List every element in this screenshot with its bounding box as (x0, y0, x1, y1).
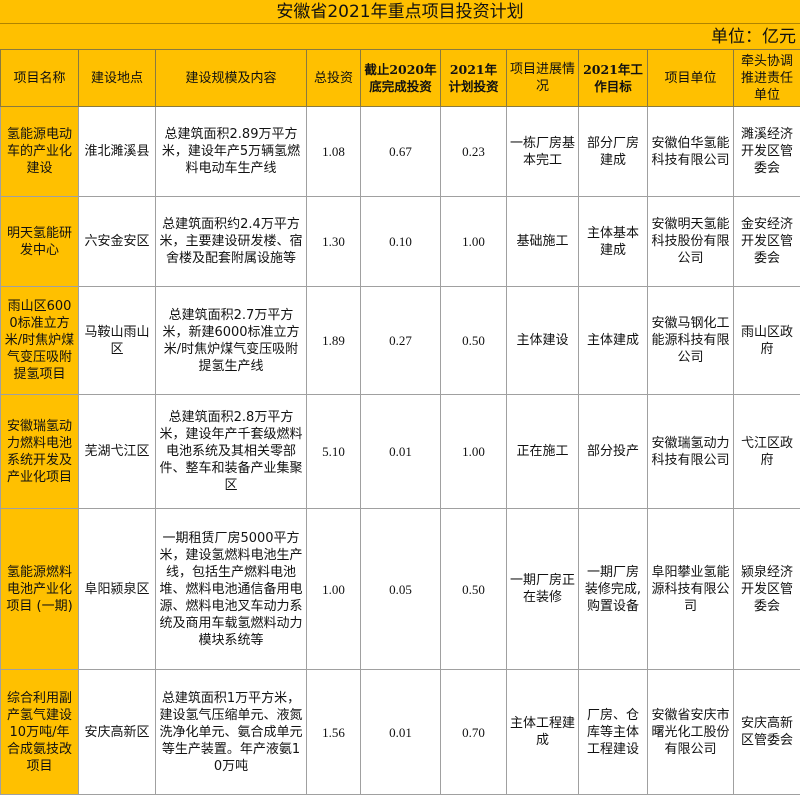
cell-goal-2021: 部分厂房建成 (579, 107, 648, 197)
table-row: 雨山区6000标准立方米/时焦炉煤气变压吸附提氢项目马鞍山雨山区总建筑面积2.7… (1, 287, 800, 395)
cell-goal-2021: 厂房、仓库等主体工程建设 (579, 670, 648, 795)
cell-company: 安徽马钢化工能源科技有限公司 (648, 287, 734, 395)
cell-company: 安徽明天氢能科技股份有限公司 (648, 197, 734, 287)
table-row: 安徽瑞氢动力燃料电池系统开发及产业化项目芜湖弋江区总建筑面积2.8万平方米，建设… (1, 395, 800, 509)
header-project-name: 项目名称 (1, 50, 79, 107)
cell-content: 总建筑面积1万平方米，建设氢气压缩单元、液氮洗净化单元、氨合成单元等生产装置。年… (156, 670, 307, 795)
header-row: 项目名称 建设地点 建设规模及内容 总投资 截止2020年底完成投资 2021年… (1, 50, 800, 107)
cell-location: 芜湖弋江区 (79, 395, 156, 509)
cell-project-name: 明天氢能研发中心 (1, 197, 79, 287)
cell-project-name: 安徽瑞氢动力燃料电池系统开发及产业化项目 (1, 395, 79, 509)
cell-lead-unit: 金安经济开发区管委会 (734, 197, 800, 287)
header-company: 项目单位 (648, 50, 734, 107)
cell-company: 阜阳攀业氢能源科技有限公司 (648, 509, 734, 670)
cell-goal-2021: 主体建成 (579, 287, 648, 395)
cell-plan-2021: 0.50 (441, 287, 507, 395)
cell-total-investment: 1.30 (307, 197, 361, 287)
cell-location: 淮北濉溪县 (79, 107, 156, 197)
cell-done-2020: 0.05 (361, 509, 441, 670)
cell-progress: 基础施工 (507, 197, 579, 287)
cell-total-investment: 1.08 (307, 107, 361, 197)
cell-total-investment: 1.89 (307, 287, 361, 395)
cell-content: 一期租赁厂房5000平方米，建设氢燃料电池生产线，包括生产燃料电池堆、燃料电池通… (156, 509, 307, 670)
cell-lead-unit: 弋江区政府 (734, 395, 800, 509)
cell-company: 安徽瑞氢动力科技有限公司 (648, 395, 734, 509)
table-row: 氢能源燃料电池产业化项目 (一期)阜阳颍泉区一期租赁厂房5000平方米，建设氢燃… (1, 509, 800, 670)
cell-company: 安徽伯华氢能科技有限公司 (648, 107, 734, 197)
table-row: 氢能源电动车的产业化建设淮北濉溪县总建筑面积2.89万平方米，建设年产5万辆氢燃… (1, 107, 800, 197)
cell-content: 总建筑面积2.7万平方米，新建6000标准立方米/时焦炉煤气变压吸附提氢生产线 (156, 287, 307, 395)
cell-company: 安徽省安庆市曙光化工股份有限公司 (648, 670, 734, 795)
cell-project-name: 氢能源电动车的产业化建设 (1, 107, 79, 197)
cell-total-investment: 1.56 (307, 670, 361, 795)
cell-total-investment: 5.10 (307, 395, 361, 509)
header-location: 建设地点 (79, 50, 156, 107)
cell-progress: 一栋厂房基本完工 (507, 107, 579, 197)
cell-goal-2021: 部分投产 (579, 395, 648, 509)
cell-lead-unit: 雨山区政府 (734, 287, 800, 395)
cell-done-2020: 0.01 (361, 395, 441, 509)
header-goal-2021: 2021年工作目标 (579, 50, 648, 107)
cell-plan-2021: 1.00 (441, 197, 507, 287)
header-plan-2021: 2021年计划投资 (441, 50, 507, 107)
cell-progress: 一期厂房正在装修 (507, 509, 579, 670)
cell-done-2020: 0.67 (361, 107, 441, 197)
cell-project-name: 氢能源燃料电池产业化项目 (一期) (1, 509, 79, 670)
cell-done-2020: 0.10 (361, 197, 441, 287)
cell-plan-2021: 0.50 (441, 509, 507, 670)
unit-label: 单位：亿元 (0, 24, 800, 49)
header-progress: 项目进展情况 (507, 50, 579, 107)
cell-location: 六安金安区 (79, 197, 156, 287)
cell-progress: 主体工程建成 (507, 670, 579, 795)
cell-content: 总建筑面积2.8万平方米，建设年产千套级燃料电池系统及其相关零部件、整车和装备产… (156, 395, 307, 509)
cell-content: 总建筑面积2.89万平方米，建设年产5万辆氢燃料电动车生产线 (156, 107, 307, 197)
cell-location: 安庆高新区 (79, 670, 156, 795)
cell-content: 总建筑面积约2.4万平方米，主要建设研发楼、宿舍楼及配套附属设施等 (156, 197, 307, 287)
investment-table: 项目名称 建设地点 建设规模及内容 总投资 截止2020年底完成投资 2021年… (0, 49, 800, 795)
header-done-2020: 截止2020年底完成投资 (361, 50, 441, 107)
cell-goal-2021: 一期厂房装修完成,购置设备 (579, 509, 648, 670)
header-total: 总投资 (307, 50, 361, 107)
cell-project-name: 综合利用副产氢气建设10万吨/年合成氨技改项目 (1, 670, 79, 795)
cell-lead-unit: 颍泉经济开发区管委会 (734, 509, 800, 670)
cell-goal-2021: 主体基本建成 (579, 197, 648, 287)
cell-progress: 主体建设 (507, 287, 579, 395)
table-row: 明天氢能研发中心六安金安区总建筑面积约2.4万平方米，主要建设研发楼、宿舍楼及配… (1, 197, 800, 287)
cell-lead-unit: 安庆高新区管委会 (734, 670, 800, 795)
cell-done-2020: 0.27 (361, 287, 441, 395)
table-row: 综合利用副产氢气建设10万吨/年合成氨技改项目安庆高新区总建筑面积1万平方米，建… (1, 670, 800, 795)
cell-plan-2021: 1.00 (441, 395, 507, 509)
cell-total-investment: 1.00 (307, 509, 361, 670)
cell-plan-2021: 0.23 (441, 107, 507, 197)
header-lead-unit: 牵头协调推进责任单位 (734, 50, 800, 107)
cell-location: 阜阳颍泉区 (79, 509, 156, 670)
cell-location: 马鞍山雨山区 (79, 287, 156, 395)
cell-lead-unit: 濉溪经济开发区管委会 (734, 107, 800, 197)
cell-progress: 正在施工 (507, 395, 579, 509)
cell-project-name: 雨山区6000标准立方米/时焦炉煤气变压吸附提氢项目 (1, 287, 79, 395)
cell-done-2020: 0.01 (361, 670, 441, 795)
header-content: 建设规模及内容 (156, 50, 307, 107)
table-title: 安徽省2021年重点项目投资计划 (0, 0, 800, 24)
cell-plan-2021: 0.70 (441, 670, 507, 795)
